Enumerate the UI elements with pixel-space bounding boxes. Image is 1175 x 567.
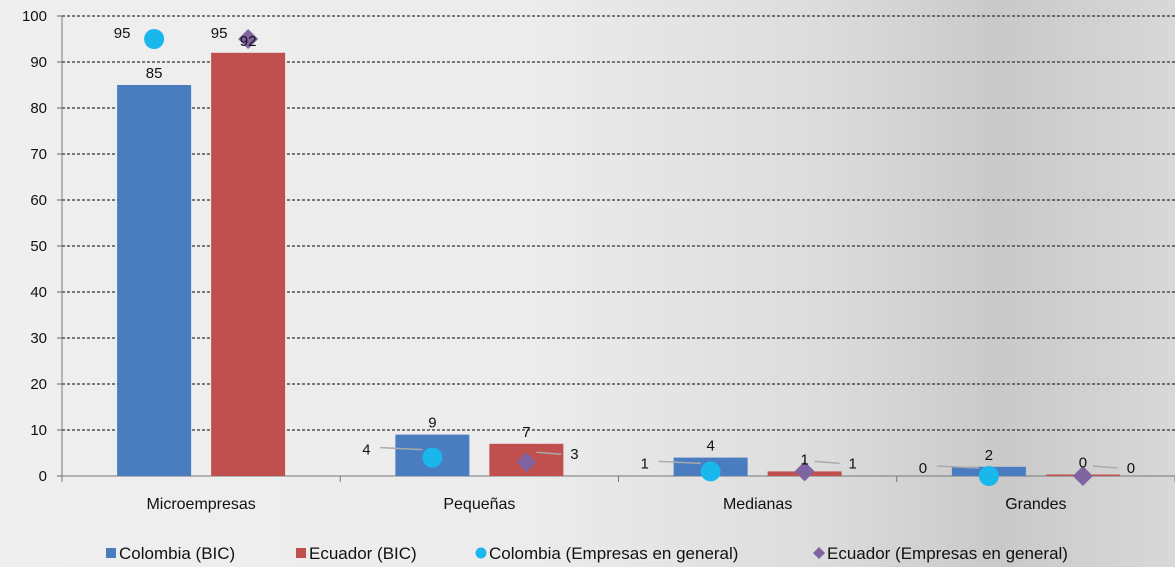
bar-value-label: 0: [1079, 455, 1087, 472]
marker-circle: [144, 29, 165, 49]
marker-value-label: 4: [362, 442, 370, 459]
data-labels: 85 92 95 95 9 7 4 3 4 1 1 1 2 0 0 0: [114, 25, 1135, 477]
leader-line: [1092, 465, 1118, 469]
x-category-label: Grandes: [1005, 496, 1066, 513]
marker-diamond: [516, 452, 537, 473]
bar-value-label: 92: [240, 33, 257, 50]
x-axis: Microempresas Pequeñas Medianas Grandes: [61, 475, 1175, 513]
marker-value-label: 95: [211, 25, 228, 42]
legend: Colombia (BIC) Ecuador (BIC) Colombia (Emp…: [106, 544, 1068, 563]
marker-value-label: 95: [114, 25, 131, 42]
x-category-label: Pequeñas: [443, 496, 515, 513]
y-tick-label: 20: [30, 376, 47, 393]
y-tick-label: 50: [30, 238, 47, 255]
bar-value-label: 2: [985, 447, 993, 464]
y-tick-label: 90: [30, 54, 47, 71]
y-tick-label: 0: [39, 468, 47, 485]
y-tick-label: 60: [30, 192, 47, 209]
marker-circle: [700, 461, 721, 482]
legend-swatch: [813, 547, 825, 559]
marker-value-label: 1: [640, 455, 648, 472]
legend-swatch: [296, 548, 306, 558]
leader-line: [536, 451, 562, 455]
leader-line: [936, 465, 979, 469]
legend-label: Colombia (BIC): [119, 544, 235, 563]
legend-label: Colombia (Empresas en general): [489, 544, 738, 563]
bar: [117, 85, 192, 476]
legend-label: Ecuador (BIC): [309, 544, 417, 563]
marker-circle: [978, 466, 999, 486]
marker-value-label: 3: [570, 446, 578, 463]
bar-value-label: 85: [146, 65, 163, 82]
y-tick-label: 70: [30, 146, 47, 163]
bar-value-label: 7: [522, 424, 530, 441]
marker-value-label: 0: [1127, 460, 1135, 477]
marker-value-label: 1: [848, 455, 856, 472]
y-tick-label: 10: [30, 422, 47, 439]
y-tick-label: 30: [30, 330, 47, 347]
y-tick-label: 80: [30, 100, 47, 117]
marker-diamond: [794, 461, 815, 482]
bar-value-label: 9: [428, 415, 436, 432]
y-tick-label: 40: [30, 284, 47, 301]
bar-value-label: 1: [800, 451, 808, 468]
marker-diamond: [1072, 466, 1093, 486]
legend-swatch: [106, 548, 116, 558]
bars: [117, 52, 1120, 477]
legend-label: Ecuador (Empresas en general): [827, 544, 1068, 563]
marker-value-label: 0: [919, 460, 927, 477]
leader-line: [380, 446, 423, 451]
marker-diamond: [238, 29, 259, 49]
leader-line: [814, 460, 840, 465]
x-category-label: Medianas: [723, 496, 792, 513]
markers: [144, 29, 1093, 486]
legend-swatch: [475, 547, 487, 559]
bar: [211, 52, 286, 477]
marker-circle: [422, 447, 443, 468]
leader-line: [658, 460, 701, 465]
y-tick-label: 100: [22, 8, 47, 25]
x-category-label: Microempresas: [146, 496, 255, 513]
bar-value-label: 4: [706, 438, 714, 455]
y-axis: 0 10 20 30 40 50 60 70 80 90 100: [22, 8, 63, 485]
